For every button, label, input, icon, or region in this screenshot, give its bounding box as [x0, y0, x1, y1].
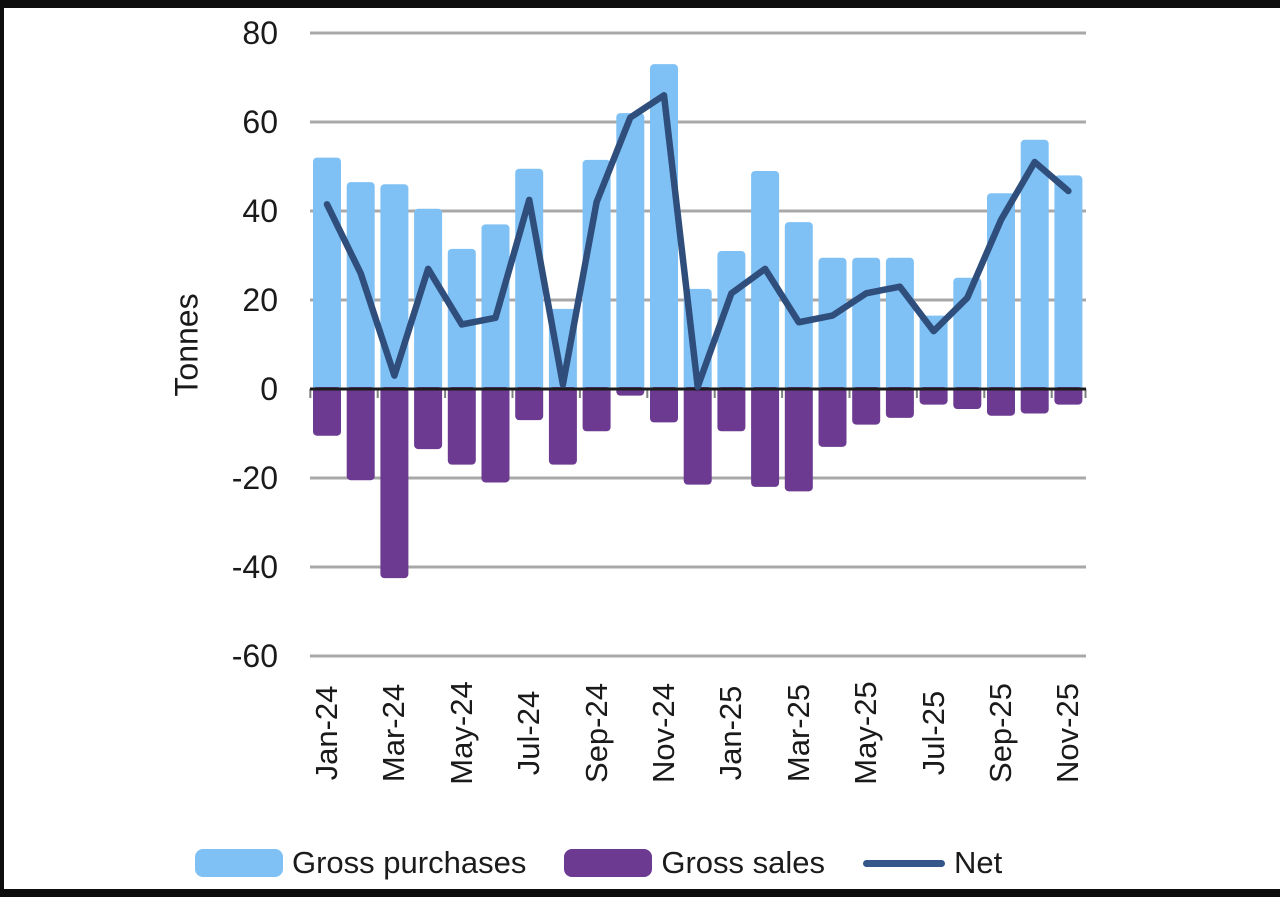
- x-axis-tick-label: Mar-25: [780, 683, 816, 783]
- bar-gross-sales-Jan-25: [717, 387, 746, 432]
- bar-gross-sales-Sep-25: [987, 387, 1015, 416]
- bar-gross-purchases-Apr-25: [818, 257, 847, 391]
- bar-gross-sales-May-24: [447, 387, 476, 465]
- bar-gross-purchases-Jan-24: [313, 157, 341, 391]
- bar-gross-sales-Nov-25: [1054, 387, 1083, 405]
- net-line-swatch-icon: [863, 859, 945, 867]
- bar-gross-sales-Nov-24: [650, 387, 678, 423]
- x-axis-tick-label: Jul-25: [915, 690, 951, 776]
- bar-gross-sales-Apr-24: [414, 387, 443, 450]
- bar-gross-purchases-Oct-25: [1020, 139, 1049, 391]
- x-axis-tick-label: May-24: [443, 681, 479, 785]
- bar-gross-sales-Jan-24: [313, 387, 341, 436]
- bar-gross-sales-Jul-25: [919, 387, 948, 405]
- x-axis-tick-label: Nov-24: [646, 683, 681, 783]
- bar-gross-purchases-Nov-25: [1054, 175, 1083, 391]
- bar-gross-sales-Feb-25: [751, 387, 780, 487]
- bar-gross-sales-Apr-25: [818, 387, 847, 447]
- bar-gross-sales-Mar-24: [380, 387, 409, 579]
- y-axis-tick-label: 0: [260, 371, 278, 407]
- bar-gross-sales-Sep-24: [582, 387, 611, 432]
- y-axis-tick-label: 40: [242, 193, 278, 229]
- legend-item-net: Net: [863, 845, 1002, 881]
- gross-purchases-swatch-icon: [195, 849, 283, 877]
- bar-gross-sales-Mar-25: [784, 387, 813, 492]
- bar-gross-sales-Jun-24: [481, 387, 510, 483]
- gross-sales-swatch-icon: [564, 849, 653, 877]
- bar-gross-purchases-Feb-24: [346, 182, 375, 391]
- y-axis-tick-label: 80: [242, 15, 278, 51]
- y-axis-tick-label: 60: [242, 104, 278, 140]
- legend-item-gross-sales: Gross sales: [564, 845, 825, 881]
- screen-edge-top: [0, 0, 1280, 8]
- x-axis-tick-label: Sep-24: [578, 683, 614, 783]
- x-axis-tick-label: Jan-24: [309, 685, 344, 781]
- x-axis-tick-label: Nov-25: [1050, 683, 1086, 783]
- bar-gross-purchases-Apr-24: [414, 208, 443, 391]
- y-axis-tick-label: -60: [231, 638, 278, 674]
- x-axis-tick-label: May-25: [848, 681, 884, 785]
- gross-sales-label: Gross sales: [661, 845, 825, 880]
- bar-gross-purchases-Mar-25: [784, 222, 813, 391]
- x-axis-tick-label: Jan-25: [713, 685, 749, 781]
- x-axis-tick-label: Jul-24: [511, 690, 547, 776]
- gross-purchases-label: Gross purchases: [292, 845, 527, 880]
- x-axis-tick-label: Sep-25: [983, 683, 1018, 783]
- bar-gross-purchases-Sep-24: [582, 159, 611, 391]
- legend-item-gross-purchases: Gross purchases: [195, 845, 526, 881]
- y-axis-tick-label: -40: [231, 549, 278, 585]
- bar-gross-purchases-Jun-25: [885, 257, 914, 391]
- bar-gross-sales-Oct-25: [1020, 387, 1049, 414]
- y-axis-tick-label: -20: [231, 460, 278, 496]
- bar-gross-sales-Jul-24: [515, 387, 544, 421]
- bar-gross-sales-Feb-24: [346, 387, 375, 481]
- x-axis-tick-label: Mar-24: [376, 683, 412, 783]
- legend: Gross purchases Gross sales Net: [195, 843, 1002, 883]
- net-label: Net: [954, 845, 1003, 880]
- bar-gross-purchases-May-25: [852, 257, 881, 391]
- y-axis-tick-label: 20: [242, 282, 278, 318]
- screen-edge-bottom: [0, 889, 1280, 897]
- bar-gross-sales-May-25: [852, 387, 881, 425]
- bar-gross-purchases-Mar-24: [380, 184, 409, 391]
- bar-gross-purchases-Jul-25: [919, 315, 948, 391]
- bar-gross-sales-Aug-24: [548, 387, 577, 465]
- net-line-series: [323, 92, 1072, 391]
- bar-gross-sales-Jun-25: [885, 387, 914, 418]
- bar-gross-purchases-Oct-24: [616, 113, 645, 391]
- bar-gross-sales-Dec-24: [683, 387, 712, 485]
- bar-gross-sales-Aug-25: [953, 387, 982, 410]
- screen-edge-left: [0, 0, 4, 897]
- bar-gross-purchases-Feb-25: [751, 170, 780, 391]
